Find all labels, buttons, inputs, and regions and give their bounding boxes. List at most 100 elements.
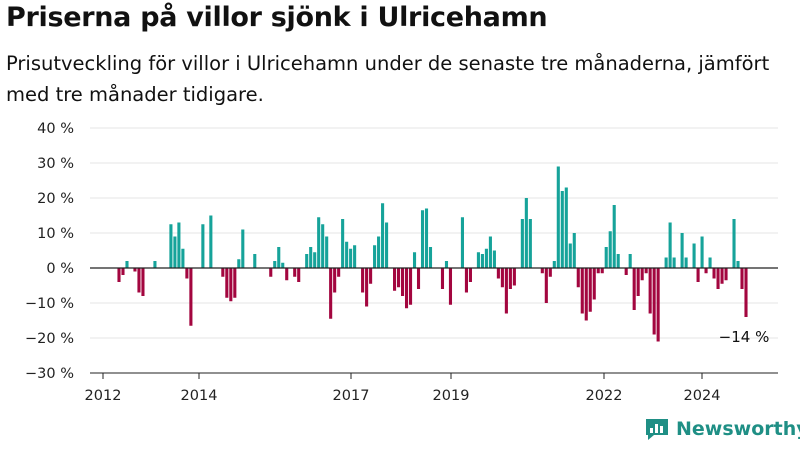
bar <box>636 268 640 296</box>
bar <box>333 268 337 293</box>
bar <box>325 236 329 268</box>
bar <box>185 268 189 279</box>
bar <box>480 254 484 268</box>
bar <box>716 268 720 289</box>
bar <box>173 236 177 268</box>
bar <box>468 268 472 282</box>
bar <box>572 233 576 268</box>
bar <box>412 252 417 268</box>
bar <box>177 222 181 268</box>
bar <box>604 247 608 268</box>
bar <box>137 268 141 293</box>
y-tick-label: −20 % <box>25 331 74 347</box>
y-tick-label: −30 % <box>25 366 74 382</box>
bar <box>269 268 273 277</box>
y-axis-labels: 40 % 30 % 20 % 10 % 0 % −10 % −20 % −30 % <box>25 121 74 382</box>
bar <box>504 268 508 314</box>
bar <box>692 243 696 268</box>
x-tick-label: 2019 <box>433 388 470 404</box>
y-tick-label: 10 % <box>37 226 74 242</box>
bar <box>361 268 365 293</box>
brand-name: Newsworthy <box>676 418 800 440</box>
x-tick-label: 2014 <box>181 388 218 404</box>
grid-lines <box>90 127 778 339</box>
bar <box>640 268 644 281</box>
bar <box>564 187 568 268</box>
bar <box>648 268 652 314</box>
bar <box>624 268 628 275</box>
bar <box>588 268 592 312</box>
bar <box>404 268 409 309</box>
bar <box>576 268 580 288</box>
bar <box>189 268 193 326</box>
bar <box>317 217 321 268</box>
bar <box>349 248 353 268</box>
bar <box>552 261 556 268</box>
x-tick-label: 2017 <box>333 388 370 404</box>
y-tick-label: 0 % <box>46 261 74 277</box>
bar <box>600 268 604 274</box>
bar <box>401 268 405 296</box>
bar <box>496 268 500 279</box>
bar <box>568 243 572 268</box>
y-tick-label: 20 % <box>37 191 74 207</box>
bar <box>313 252 317 268</box>
bar <box>428 247 433 268</box>
bar <box>684 257 688 268</box>
x-tick-label: 2024 <box>684 388 721 404</box>
newsworthy-logo: Newsworthy <box>644 417 800 441</box>
last-value-annotation: −14 % <box>719 328 770 346</box>
x-axis-labels: 2012 2014 2017 2019 2022 2024 <box>85 373 721 404</box>
bar <box>724 268 728 281</box>
bar <box>305 254 309 268</box>
bar <box>329 268 333 319</box>
bar <box>668 222 672 268</box>
bar <box>125 261 129 268</box>
bar <box>237 259 241 268</box>
bar <box>464 268 468 293</box>
bar <box>369 268 373 284</box>
bar <box>560 191 564 268</box>
bar <box>385 222 389 268</box>
bar <box>153 261 157 268</box>
chart-title: Priserna på villor sjönk i Ulricehamn <box>6 2 548 33</box>
bar <box>117 268 121 282</box>
bar <box>708 257 712 268</box>
bar <box>484 248 488 268</box>
bar <box>281 262 285 268</box>
bar <box>520 219 524 268</box>
bar <box>664 257 668 268</box>
bar <box>632 268 636 310</box>
bar <box>488 236 492 268</box>
bar <box>612 205 616 268</box>
bar <box>508 268 512 289</box>
bar <box>616 254 620 268</box>
bar <box>580 268 584 314</box>
bar <box>704 268 708 274</box>
bar <box>309 247 313 268</box>
bar <box>285 268 289 281</box>
newsworthy-logo-icon <box>646 419 668 440</box>
bar <box>696 268 700 282</box>
y-tick-label: −10 % <box>25 296 74 312</box>
chart-subtitle: Prisutveckling för villor i Ulricehamn u… <box>6 52 770 106</box>
bar <box>512 268 516 286</box>
bars <box>117 166 748 342</box>
bar <box>377 236 381 268</box>
bar <box>273 261 277 268</box>
bar <box>440 268 445 289</box>
bar <box>712 268 716 279</box>
bar <box>277 247 281 268</box>
bar <box>548 268 552 277</box>
bar <box>424 208 429 268</box>
y-tick-label: 30 % <box>37 156 74 172</box>
bar <box>460 217 464 268</box>
bar <box>584 268 588 321</box>
bar <box>680 233 684 268</box>
bar <box>556 166 560 268</box>
bar <box>500 268 504 288</box>
bar <box>628 254 632 268</box>
bar <box>381 203 385 268</box>
bar <box>644 268 648 274</box>
